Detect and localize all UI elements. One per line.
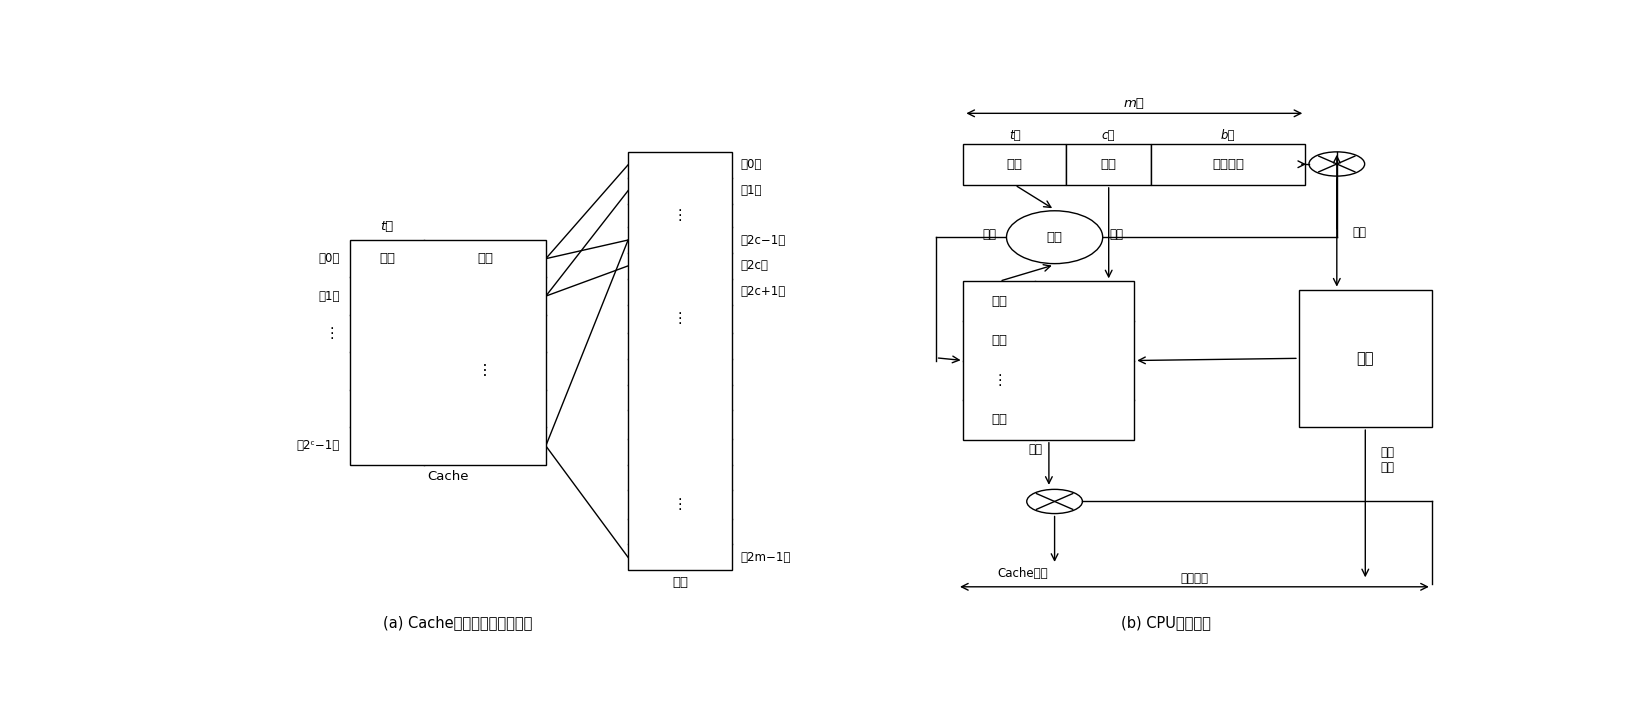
Bar	[1066, 144, 1151, 185]
Bar	[1297, 290, 1431, 427]
Text: 第1块: 第1块	[741, 184, 762, 197]
Text: 数据: 数据	[477, 252, 493, 265]
Text: ⋮: ⋮	[672, 497, 687, 512]
Text: 命中: 命中	[1028, 443, 1041, 456]
Text: t位: t位	[380, 220, 393, 232]
Text: 相等: 相等	[982, 228, 996, 241]
Text: 比较: 比较	[1046, 231, 1062, 244]
Text: (a) Cache和主存间的映射关系: (a) Cache和主存间的映射关系	[382, 615, 532, 630]
Text: 第2ᶜ−1行: 第2ᶜ−1行	[295, 439, 339, 453]
Text: 不等: 不等	[1108, 228, 1123, 241]
Text: 第0块: 第0块	[741, 158, 762, 172]
Bar	[963, 281, 1134, 440]
Text: Cache读出: Cache读出	[997, 566, 1048, 580]
Text: ⋮: ⋮	[325, 326, 339, 341]
Text: m位: m位	[1123, 97, 1144, 110]
Text: 标记: 标记	[991, 413, 1007, 426]
Text: 行号: 行号	[1100, 158, 1116, 171]
Bar	[1151, 144, 1304, 185]
Text: 第1行: 第1行	[318, 290, 339, 302]
Text: ⋮: ⋮	[672, 311, 687, 326]
Text: 标记: 标记	[379, 252, 395, 265]
Text: 块内地址: 块内地址	[1211, 158, 1244, 171]
Text: 主存: 主存	[1356, 351, 1373, 366]
Text: 主存
读出: 主存 读出	[1379, 446, 1394, 474]
Text: 第2c块: 第2c块	[741, 260, 769, 272]
Text: t位: t位	[1009, 129, 1020, 142]
Bar	[963, 144, 1066, 185]
Text: ⋮: ⋮	[672, 208, 687, 223]
Text: 标记: 标记	[991, 295, 1007, 307]
Text: 主存: 主存	[672, 576, 687, 589]
Text: 数据总线: 数据总线	[1180, 572, 1208, 585]
Text: b位: b位	[1221, 129, 1235, 142]
Text: 第2c−1块: 第2c−1块	[741, 234, 785, 247]
Text: 第2c+1块: 第2c+1块	[741, 285, 785, 298]
Text: 缺失: 缺失	[1351, 226, 1364, 240]
Text: (b) CPU访存过程: (b) CPU访存过程	[1120, 615, 1211, 630]
Bar	[628, 152, 731, 571]
Text: 标记: 标记	[991, 334, 1007, 347]
Text: 第0行: 第0行	[318, 252, 339, 265]
Text: ⋮: ⋮	[991, 373, 1005, 388]
Ellipse shape	[1005, 211, 1102, 264]
Text: 标记: 标记	[1005, 158, 1022, 171]
Bar	[349, 240, 545, 465]
Text: ⋮: ⋮	[477, 363, 493, 378]
Text: 第2m−1块: 第2m−1块	[741, 551, 790, 564]
Text: Cache: Cache	[426, 470, 468, 483]
Text: c位: c位	[1102, 129, 1115, 142]
